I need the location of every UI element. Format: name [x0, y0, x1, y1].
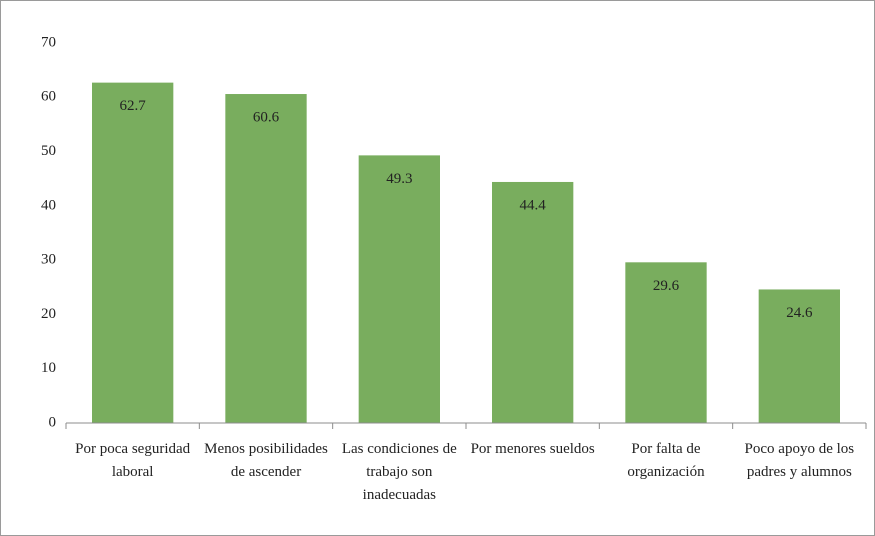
bar	[358, 155, 440, 423]
y-tick-label: 0	[49, 414, 57, 430]
bar	[758, 289, 840, 423]
bar	[492, 181, 574, 423]
value-label: 60.6	[253, 109, 280, 125]
bar	[625, 262, 707, 423]
y-tick-label: 30	[41, 252, 56, 268]
y-tick-label: 50	[41, 143, 56, 159]
x-tick-label: Por menores sueldos	[470, 441, 595, 457]
value-label: 44.4	[520, 197, 547, 213]
y-tick-label: 70	[41, 34, 56, 50]
bar	[92, 82, 174, 423]
value-label: 29.6	[653, 278, 680, 294]
y-tick-label: 60	[41, 89, 56, 105]
x-tick-label: Poco apoyo de los padres y alumnos	[744, 441, 855, 480]
x-tick-label: Por poca seguridad laboral	[75, 441, 191, 480]
y-tick-label: 20	[41, 306, 56, 322]
value-label: 24.6	[786, 305, 813, 321]
x-tick-label: Menos posibilidades de ascender	[204, 441, 328, 480]
y-tick-label: 40	[41, 197, 56, 213]
y-tick-label: 10	[41, 360, 56, 376]
x-tick-label: Por falta de organización	[627, 441, 705, 480]
value-label: 62.7	[120, 98, 147, 114]
value-label: 49.3	[386, 171, 412, 187]
x-tick-label: Las condiciones de trabajo son inadecuad…	[341, 441, 457, 503]
bar	[225, 94, 307, 424]
